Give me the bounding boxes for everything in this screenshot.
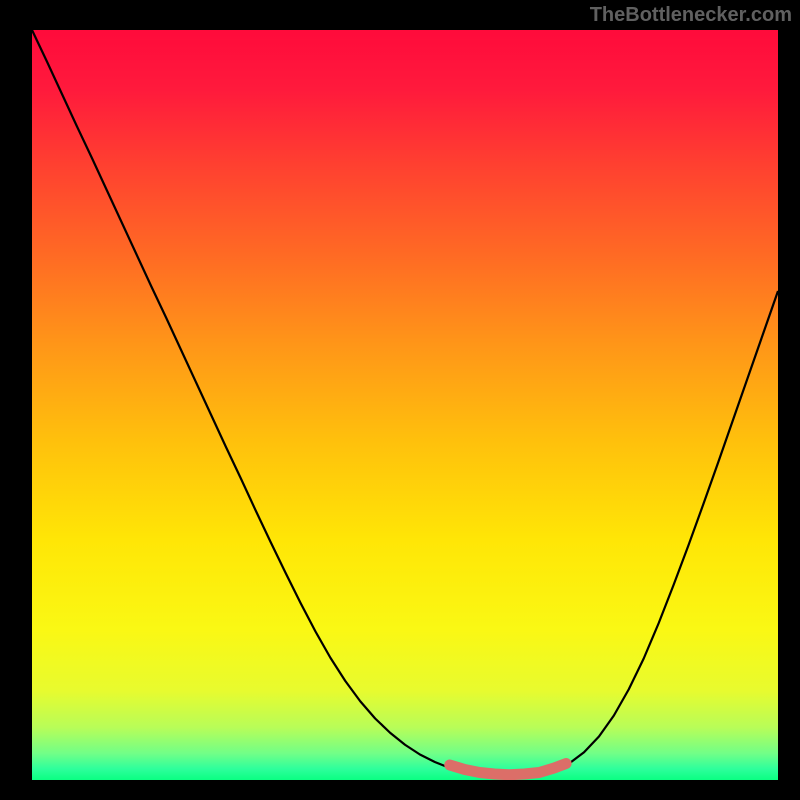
watermark-text: TheBottlenecker.com [590,4,792,27]
chart-frame: TheBottlenecker.com [0,0,800,800]
plot-area [32,30,778,780]
gradient-background [32,30,778,780]
